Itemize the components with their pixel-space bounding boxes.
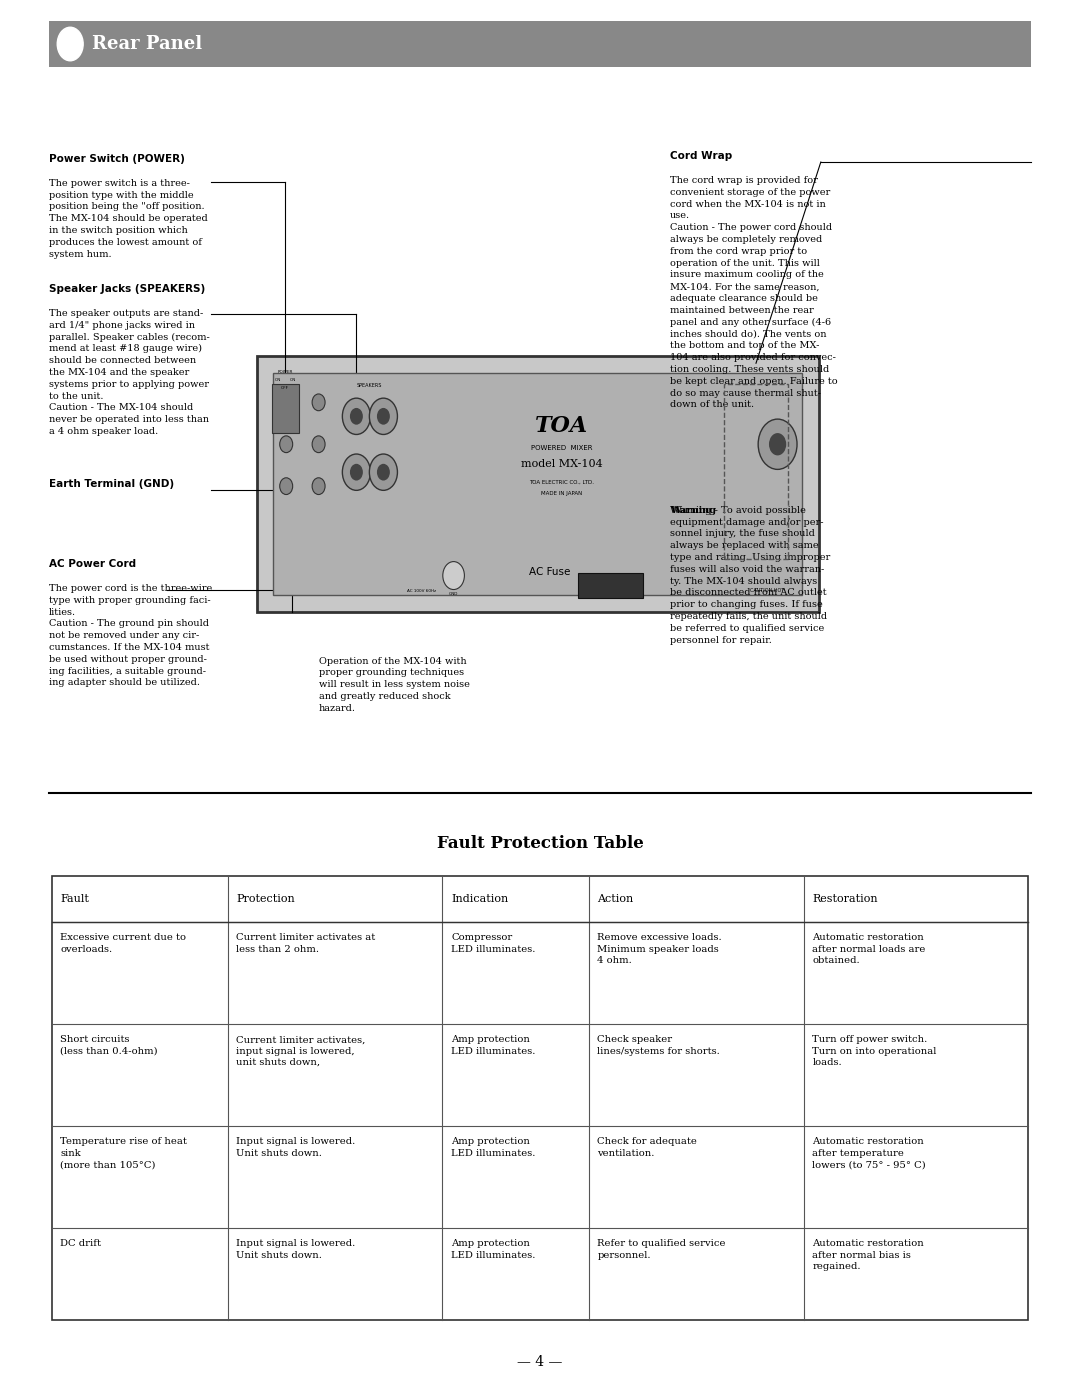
Text: Automatic restoration
after temperature
lowers (to 75° - 95° C): Automatic restoration after temperature … <box>812 1137 926 1169</box>
Text: Rear Panel: Rear Panel <box>92 35 202 53</box>
Text: Restoration: Restoration <box>812 894 878 904</box>
Text: Turn off power switch.
Turn on into operational
loads.: Turn off power switch. Turn on into oper… <box>812 1035 936 1067</box>
Text: Protection: Protection <box>237 894 295 904</box>
Text: — 4 —: — 4 — <box>517 1355 563 1369</box>
Text: The cord wrap is provided for
convenient storage of the power
cord when the MX-1: The cord wrap is provided for convenient… <box>670 176 837 409</box>
Text: Action: Action <box>597 894 634 904</box>
Text: ON: ON <box>274 379 281 381</box>
Text: TOA: TOA <box>535 415 589 437</box>
Circle shape <box>280 394 293 411</box>
Bar <box>273 373 802 595</box>
Circle shape <box>342 398 370 434</box>
Bar <box>52 876 1028 1320</box>
Text: Earth Terminal (GND): Earth Terminal (GND) <box>49 479 174 489</box>
Circle shape <box>350 464 363 481</box>
Circle shape <box>443 562 464 590</box>
Text: The power cord is the three-wire
type with proper grounding faci-
lities.
Cautio: The power cord is the three-wire type wi… <box>49 584 212 687</box>
Text: Excessive current due to
overloads.: Excessive current due to overloads. <box>60 933 187 954</box>
Text: AC 100V 60Hz: AC 100V 60Hz <box>407 590 435 592</box>
Bar <box>724 384 788 559</box>
Bar <box>257 356 819 612</box>
Text: Automatic restoration
after normal bias is
regained.: Automatic restoration after normal bias … <box>812 1239 924 1271</box>
Circle shape <box>342 454 370 490</box>
Text: Cord Wrap: Cord Wrap <box>670 151 732 161</box>
Text: Input signal is lowered.
Unit shuts down.: Input signal is lowered. Unit shuts down… <box>237 1239 355 1260</box>
Bar <box>49 21 1031 67</box>
Text: Operation of the MX-104 with
proper grounding techniques
will result in less sys: Operation of the MX-104 with proper grou… <box>319 657 470 712</box>
Text: MADE IN JAPAN: MADE IN JAPAN <box>541 490 582 496</box>
Text: AC Power Cord: AC Power Cord <box>49 559 136 569</box>
Text: ON: ON <box>289 379 296 381</box>
Text: Temperature rise of heat
sink
(more than 105°C): Temperature rise of heat sink (more than… <box>60 1137 187 1169</box>
Text: Power Switch (POWER): Power Switch (POWER) <box>49 154 185 163</box>
Text: Automatic restoration
after normal loads are
obtained.: Automatic restoration after normal loads… <box>812 933 926 965</box>
Text: Indication: Indication <box>451 894 509 904</box>
Text: Amp protection
LED illuminates.: Amp protection LED illuminates. <box>451 1239 536 1260</box>
Text: CAUTION HOT: CAUTION HOT <box>750 588 784 594</box>
Circle shape <box>377 464 390 481</box>
Circle shape <box>769 433 786 455</box>
Text: DC drift: DC drift <box>60 1239 102 1248</box>
Text: Warning - To avoid possible
equipment damage and/or per-
sonnel injury, the fuse: Warning - To avoid possible equipment da… <box>670 506 829 644</box>
Text: Current limiter activates,
input signal is lowered,
unit shuts down,: Current limiter activates, input signal … <box>237 1035 366 1067</box>
Circle shape <box>280 436 293 453</box>
Circle shape <box>312 394 325 411</box>
Circle shape <box>350 408 363 425</box>
Circle shape <box>369 398 397 434</box>
Circle shape <box>377 408 390 425</box>
Text: Remove excessive loads.
Minimum speaker loads
4 ohm.: Remove excessive loads. Minimum speaker … <box>597 933 723 965</box>
Text: Refer to qualified service
personnel.: Refer to qualified service personnel. <box>597 1239 726 1260</box>
Text: Short circuits
(less than 0.4-ohm): Short circuits (less than 0.4-ohm) <box>60 1035 158 1056</box>
Text: Fault Protection Table: Fault Protection Table <box>436 835 644 852</box>
Bar <box>272 384 299 433</box>
Text: The power switch is a three-
position type with the middle
position being the "o: The power switch is a three- position ty… <box>49 179 207 258</box>
Text: Check for adequate
ventilation.: Check for adequate ventilation. <box>597 1137 698 1158</box>
Text: POWER: POWER <box>278 370 293 373</box>
Text: TOA ELECTRIC CO., LTD.: TOA ELECTRIC CO., LTD. <box>529 479 594 485</box>
Text: Speaker Jacks (SPEAKERS): Speaker Jacks (SPEAKERS) <box>49 284 205 293</box>
Text: Compressor
LED illuminates.: Compressor LED illuminates. <box>451 933 536 954</box>
Text: POWERED  MIXER: POWERED MIXER <box>531 446 592 451</box>
Circle shape <box>312 478 325 495</box>
Text: SPEAKERS: SPEAKERS <box>356 383 382 388</box>
Text: Current limiter activates at
less than 2 ohm.: Current limiter activates at less than 2… <box>237 933 376 954</box>
Bar <box>578 573 643 598</box>
Text: AC Fuse: AC Fuse <box>529 567 570 577</box>
Text: model MX-104: model MX-104 <box>521 458 603 469</box>
Circle shape <box>280 478 293 495</box>
Text: Warning: Warning <box>670 506 716 514</box>
Text: The speaker outputs are stand-
ard 1/4" phone jacks wired in
parallel. Speaker c: The speaker outputs are stand- ard 1/4" … <box>49 309 210 436</box>
Text: Check speaker
lines/systems for shorts.: Check speaker lines/systems for shorts. <box>597 1035 720 1056</box>
Text: Fault: Fault <box>60 894 90 904</box>
Circle shape <box>758 419 797 469</box>
Circle shape <box>57 28 83 61</box>
Text: Input signal is lowered.
Unit shuts down.: Input signal is lowered. Unit shuts down… <box>237 1137 355 1158</box>
Text: Amp protection
LED illuminates.: Amp protection LED illuminates. <box>451 1137 536 1158</box>
Text: Amp protection
LED illuminates.: Amp protection LED illuminates. <box>451 1035 536 1056</box>
Text: OFF: OFF <box>281 387 289 390</box>
Circle shape <box>369 454 397 490</box>
Text: GND: GND <box>449 592 458 595</box>
Circle shape <box>312 436 325 453</box>
